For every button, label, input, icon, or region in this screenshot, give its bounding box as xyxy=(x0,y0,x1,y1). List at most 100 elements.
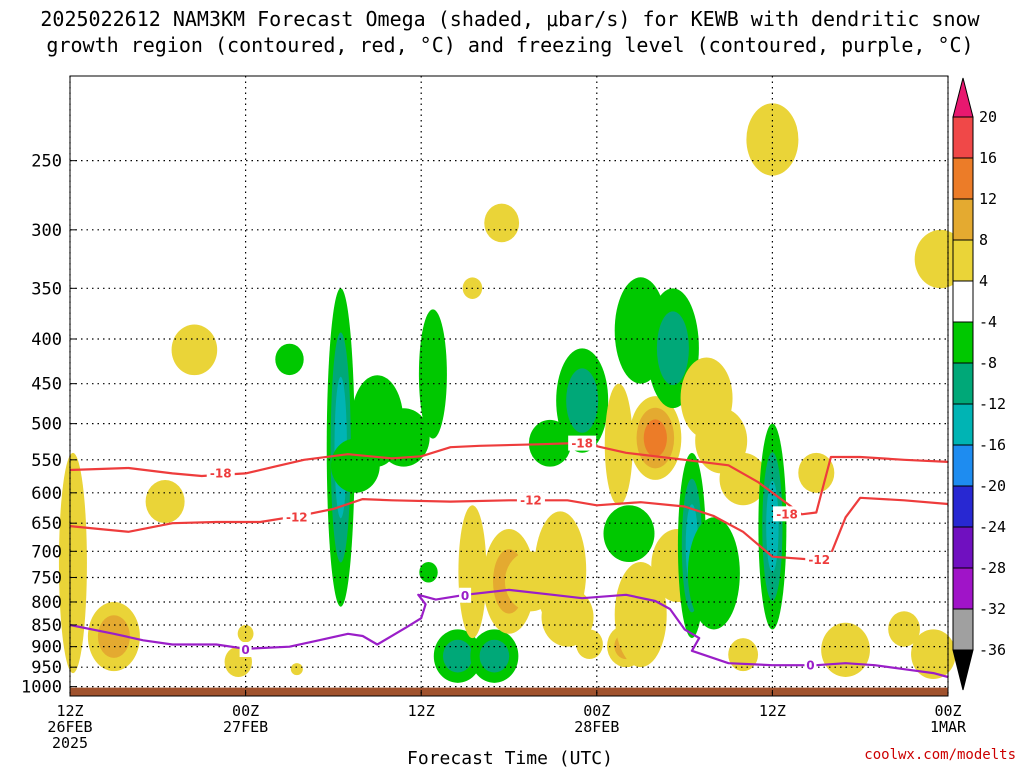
omega-level-4 xyxy=(746,103,799,176)
colorbar-label: 8 xyxy=(979,231,988,249)
x-tick-label: 00Z xyxy=(934,702,961,720)
omega-level-4 xyxy=(290,663,303,676)
colorbar-box xyxy=(952,608,974,651)
contour-label-bg xyxy=(773,506,802,522)
omega-level--4 xyxy=(275,343,304,376)
omega-level-4 xyxy=(614,561,667,668)
y-tick-label: 550 xyxy=(31,451,62,471)
colorbar-label: 16 xyxy=(979,149,997,167)
contour-label: -12 xyxy=(520,493,542,507)
contour-label: 0 xyxy=(461,589,469,603)
chart-title-line1: 2025022612 NAM3KM Forecast Omega (shaded… xyxy=(40,7,980,31)
colorbar-box xyxy=(952,526,974,569)
x-tick-label: 28FEB xyxy=(574,718,619,736)
omega-level-4 xyxy=(145,479,185,524)
omega-region xyxy=(433,629,482,683)
colorbar-box xyxy=(952,403,974,446)
omega-region xyxy=(680,357,733,439)
omega-region xyxy=(603,505,655,563)
omega-level-4 xyxy=(171,324,218,376)
omega-region xyxy=(821,622,870,677)
omega-region xyxy=(419,561,438,583)
colorbar-box xyxy=(952,116,974,159)
omega-shading-layer xyxy=(58,103,967,683)
colorbar-box xyxy=(952,321,974,364)
plot-frame xyxy=(69,75,949,697)
contour-label: -12 xyxy=(808,553,830,567)
colorbar-label: -24 xyxy=(979,518,1006,536)
colorbar-bottom-arrow xyxy=(952,649,974,691)
contour-label: -18 xyxy=(571,437,593,451)
omega-region xyxy=(484,203,520,243)
colorbar-box xyxy=(952,485,974,528)
contour-layer: -18 -18 -18 -12 -12 -12 0 0 0 xyxy=(69,435,949,679)
contour-label-bg xyxy=(206,465,235,481)
omega-region xyxy=(145,479,185,524)
y-tick-label: 900 xyxy=(31,638,62,658)
credit-text[interactable]: coolwx.com/modelts xyxy=(864,747,1016,763)
omega-level--4 xyxy=(687,517,740,630)
colorbar-label: -12 xyxy=(979,395,1006,413)
y-tick-label: 500 xyxy=(31,415,62,435)
axis-layer: 2503003504004505005506006507007508008509… xyxy=(21,75,967,752)
omega-region xyxy=(604,383,633,506)
colorbar: 20 16 12 8 4 -4 -8 -12 -16 -20 -24 -28 -32 -36 xyxy=(952,77,1006,691)
omega-level--4 xyxy=(603,505,655,563)
colorbar-box xyxy=(952,198,974,241)
omega-level-4 xyxy=(604,383,633,506)
omega-level-4 xyxy=(798,452,835,493)
x-tick-label: 2025 xyxy=(52,734,88,752)
y-tick-label: 950 xyxy=(31,658,62,678)
colorbar-box xyxy=(952,157,974,200)
x-tick-label: 12Z xyxy=(759,702,786,720)
omega-region xyxy=(458,505,487,639)
omega-region xyxy=(746,103,799,176)
y-tick-label: 600 xyxy=(31,484,62,504)
colorbar-label: -20 xyxy=(979,477,1006,495)
omega-level--8 xyxy=(479,639,510,673)
colorbar-label: 12 xyxy=(979,190,997,208)
omega-region xyxy=(58,452,87,674)
contour-label: 0 xyxy=(241,643,249,657)
colorbar-top-arrow xyxy=(952,77,974,118)
contour-line xyxy=(69,588,949,679)
omega-region xyxy=(171,324,218,376)
omega-region xyxy=(798,452,835,493)
ground-layer xyxy=(70,687,948,696)
omega-region xyxy=(576,629,603,660)
contour-label-bg xyxy=(282,509,311,525)
omega-region xyxy=(87,601,140,672)
ground-strip xyxy=(70,687,948,696)
colorbar-box xyxy=(952,567,974,610)
omega-level-4 xyxy=(237,624,254,643)
contour-label-bg xyxy=(568,435,597,451)
omega-level-12 xyxy=(643,419,667,457)
colorbar-label: 4 xyxy=(979,272,988,290)
omega-region xyxy=(290,663,303,676)
grid-layer xyxy=(69,76,949,696)
y-tick-label: 1000 xyxy=(21,678,62,698)
y-tick-label: 400 xyxy=(31,330,62,350)
omega-region xyxy=(418,309,447,439)
omega-region xyxy=(888,611,920,647)
x-tick-label: 00Z xyxy=(232,702,259,720)
omega-level-4 xyxy=(458,505,487,639)
omega-region xyxy=(556,348,609,453)
contour-label-bg xyxy=(516,492,545,508)
colorbar-box xyxy=(952,444,974,487)
x-tick-label: 1MAR xyxy=(930,718,967,736)
y-tick-label: 450 xyxy=(31,375,62,395)
y-tick-label: 300 xyxy=(31,221,62,241)
omega-level-4 xyxy=(821,622,870,677)
omega-level--4 xyxy=(418,309,447,439)
colorbar-box xyxy=(952,239,974,282)
omega-level--8 xyxy=(566,368,599,433)
omega-level-8 xyxy=(97,615,130,658)
colorbar-box xyxy=(952,362,974,405)
omega-level-4 xyxy=(888,611,920,647)
y-tick-label: 650 xyxy=(31,514,62,534)
omega-region xyxy=(629,396,682,480)
omega-level-4 xyxy=(576,629,603,660)
contour-label: -18 xyxy=(776,507,798,521)
